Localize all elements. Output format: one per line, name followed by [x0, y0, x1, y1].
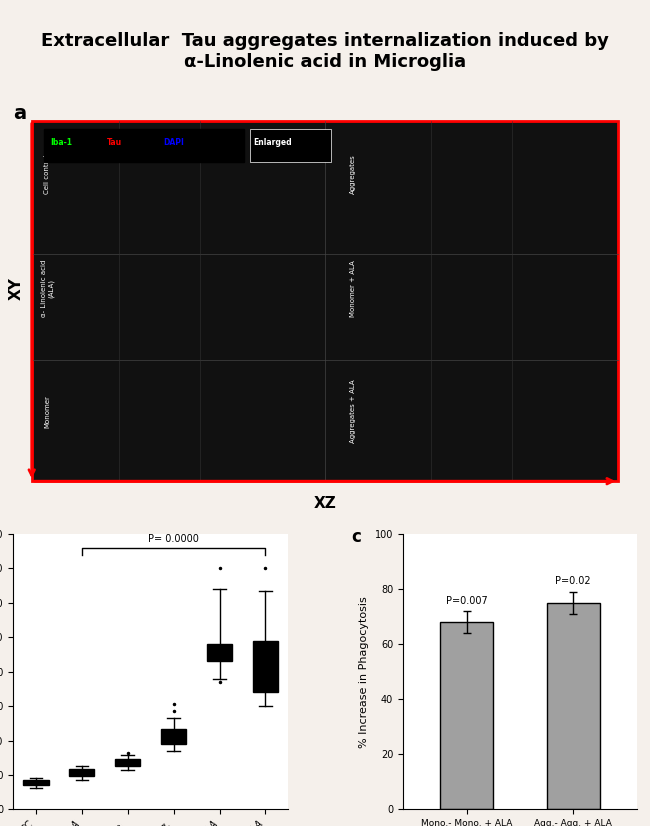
Text: Aggregates + ALA: Aggregates + ALA — [350, 380, 356, 444]
Text: Aggregates: Aggregates — [350, 154, 356, 194]
Bar — [547, 603, 600, 809]
Text: Iba-1: Iba-1 — [51, 138, 72, 147]
Bar — [44, 129, 244, 162]
Text: Enlarged: Enlarged — [254, 138, 292, 147]
Y-axis label: % Increase in Phagocytosis: % Increase in Phagocytosis — [359, 596, 369, 748]
Text: Cell control: Cell control — [44, 154, 50, 194]
Text: Extracellular  Tau aggregates internalization induced by
α-Linolenic acid in Mic: Extracellular Tau aggregates internaliza… — [41, 32, 609, 71]
Text: c: c — [352, 529, 361, 546]
Text: Monomer: Monomer — [44, 395, 50, 428]
Text: P=0.007: P=0.007 — [446, 596, 488, 605]
Text: P= 0.0000: P= 0.0000 — [148, 534, 199, 544]
Text: Monomer + ALA: Monomer + ALA — [350, 260, 356, 317]
PathPatch shape — [253, 641, 278, 692]
Text: XY: XY — [8, 278, 23, 300]
PathPatch shape — [69, 769, 94, 776]
Text: α- Linolenic acid
(ALA): α- Linolenic acid (ALA) — [40, 260, 54, 317]
PathPatch shape — [23, 781, 49, 786]
Text: DAPI: DAPI — [162, 138, 184, 147]
PathPatch shape — [161, 729, 187, 744]
Bar — [250, 129, 332, 162]
Text: P=0.02: P=0.02 — [555, 577, 591, 586]
PathPatch shape — [115, 758, 140, 766]
Text: Tau: Tau — [107, 138, 122, 147]
Text: XZ: XZ — [313, 496, 337, 511]
Text: a: a — [13, 104, 26, 123]
Bar — [440, 622, 493, 809]
PathPatch shape — [207, 644, 232, 662]
